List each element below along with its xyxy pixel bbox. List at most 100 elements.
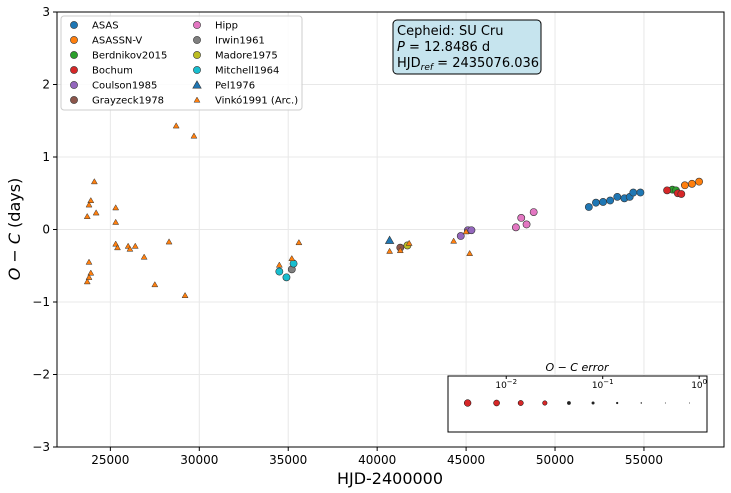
data-point xyxy=(680,181,689,190)
legend-items: ASAS ASASSN-V Berdnikov2015 Bochum Coulson19… xyxy=(70,21,298,107)
x-axis: 25000 30000 35000 40000 45000 50000 55000 xyxy=(91,447,663,467)
data-points xyxy=(83,122,703,298)
info-period-label: P xyxy=(397,40,405,55)
series-bochum xyxy=(663,186,686,198)
error-size-dot xyxy=(567,401,571,405)
error-tick-label: 10−1 xyxy=(592,378,614,391)
legend-marker xyxy=(193,96,201,103)
data-point xyxy=(85,258,93,265)
data-point xyxy=(126,245,134,252)
x-axis-label: HJD-2400000 xyxy=(337,469,443,488)
legend-marker xyxy=(192,80,202,89)
data-point xyxy=(529,208,538,216)
legend-label: Grayzeck1978 xyxy=(92,96,164,107)
error-size-dot xyxy=(616,401,619,405)
data-point xyxy=(466,249,474,256)
y-tick-label: 2 xyxy=(42,78,50,92)
legend-marker xyxy=(70,36,78,44)
data-point xyxy=(92,209,100,216)
legend-marker xyxy=(70,81,78,89)
x-tick-label: 50000 xyxy=(536,453,574,467)
data-point xyxy=(181,291,189,298)
error-size-dot xyxy=(689,402,691,404)
data-point xyxy=(584,203,593,211)
error-legend-frame xyxy=(447,375,708,433)
series-pel1976 xyxy=(384,235,395,244)
error-tick-label: 10−2 xyxy=(495,378,517,391)
x-tick-label: 30000 xyxy=(180,453,218,467)
data-point xyxy=(172,122,180,129)
data-point xyxy=(405,239,413,246)
error-tick-label: 100 xyxy=(691,378,707,391)
y-axis: −3 −2 −1 0 1 2 3 xyxy=(32,5,57,454)
data-point xyxy=(629,188,638,197)
data-point xyxy=(140,253,148,260)
error-legend-dots xyxy=(463,399,691,407)
error-tick-exp: 0 xyxy=(703,378,707,386)
y-axis-label-unit: (days) xyxy=(5,178,24,228)
info-hjd-ref: HJDref = 2435076.036 xyxy=(397,56,539,73)
legend-marker xyxy=(70,66,78,74)
error-tick-base: 10 xyxy=(691,381,703,391)
data-point xyxy=(606,196,615,205)
info-cepheid: Cepheid: SU Cru xyxy=(397,24,504,39)
info-box-frame xyxy=(392,19,542,75)
data-point xyxy=(386,247,394,254)
x-tick-label: 45000 xyxy=(447,453,485,467)
data-point xyxy=(190,132,198,139)
data-point xyxy=(384,235,395,244)
error-legend: O − C error 10−2 10−1 100 xyxy=(447,361,708,433)
y-axis-label: O − C (days) xyxy=(5,178,24,281)
y-axis-label-main: O − C xyxy=(5,232,24,280)
data-point xyxy=(87,269,95,276)
data-point xyxy=(87,196,95,203)
y-tick-label: −3 xyxy=(32,440,50,454)
info-hjd-label: HJD xyxy=(397,56,421,71)
y-tick-label: −2 xyxy=(32,368,50,382)
data-point xyxy=(289,259,298,268)
data-point xyxy=(396,247,404,254)
error-size-dot xyxy=(591,401,595,405)
legend-label: Irwin1961 xyxy=(215,36,265,47)
series-asas xyxy=(584,188,645,211)
data-point xyxy=(275,261,283,268)
data-point xyxy=(114,244,121,251)
info-period: P = 12.8486 d xyxy=(397,40,490,55)
legend-marker xyxy=(70,96,78,104)
error-size-dot xyxy=(640,402,643,404)
data-point xyxy=(511,223,520,232)
data-point xyxy=(522,220,531,229)
error-legend-title: O − C error xyxy=(545,361,610,374)
x-tick-label: 55000 xyxy=(625,453,663,467)
error-size-dot xyxy=(493,399,500,407)
info-period-value: = 12.8486 d xyxy=(405,40,490,55)
info-box: Cepheid: SU Cru P = 12.8486 d HJDref = 2… xyxy=(392,19,542,75)
y-tick-label: −1 xyxy=(32,295,50,309)
legend-label: Mitchell1964 xyxy=(215,66,279,77)
y-tick-label: 1 xyxy=(42,150,50,164)
legend-label: Hipp xyxy=(215,21,238,32)
data-point xyxy=(613,192,622,201)
error-size-dot xyxy=(517,400,524,406)
data-point xyxy=(688,179,696,188)
legend-label: Vinkó1991 (Arc.) xyxy=(215,95,298,107)
data-point xyxy=(83,212,91,219)
series-mitchell1964 xyxy=(275,259,298,282)
data-point xyxy=(677,190,686,198)
data-point xyxy=(282,273,291,282)
data-point xyxy=(151,281,159,288)
data-point xyxy=(663,186,671,195)
data-point xyxy=(456,232,465,240)
data-point xyxy=(450,237,458,244)
legend-label: ASASSN-V xyxy=(92,36,142,47)
data-point xyxy=(295,239,303,246)
data-point xyxy=(83,278,91,285)
error-tick-base: 10 xyxy=(592,381,604,391)
legend-marker xyxy=(193,66,201,74)
legend-label: ASAS xyxy=(92,21,119,32)
series-asassn-v xyxy=(680,177,703,190)
x-tick-label: 25000 xyxy=(91,453,129,467)
legend-marker xyxy=(70,51,78,59)
legend-label: Madore1975 xyxy=(215,51,278,62)
